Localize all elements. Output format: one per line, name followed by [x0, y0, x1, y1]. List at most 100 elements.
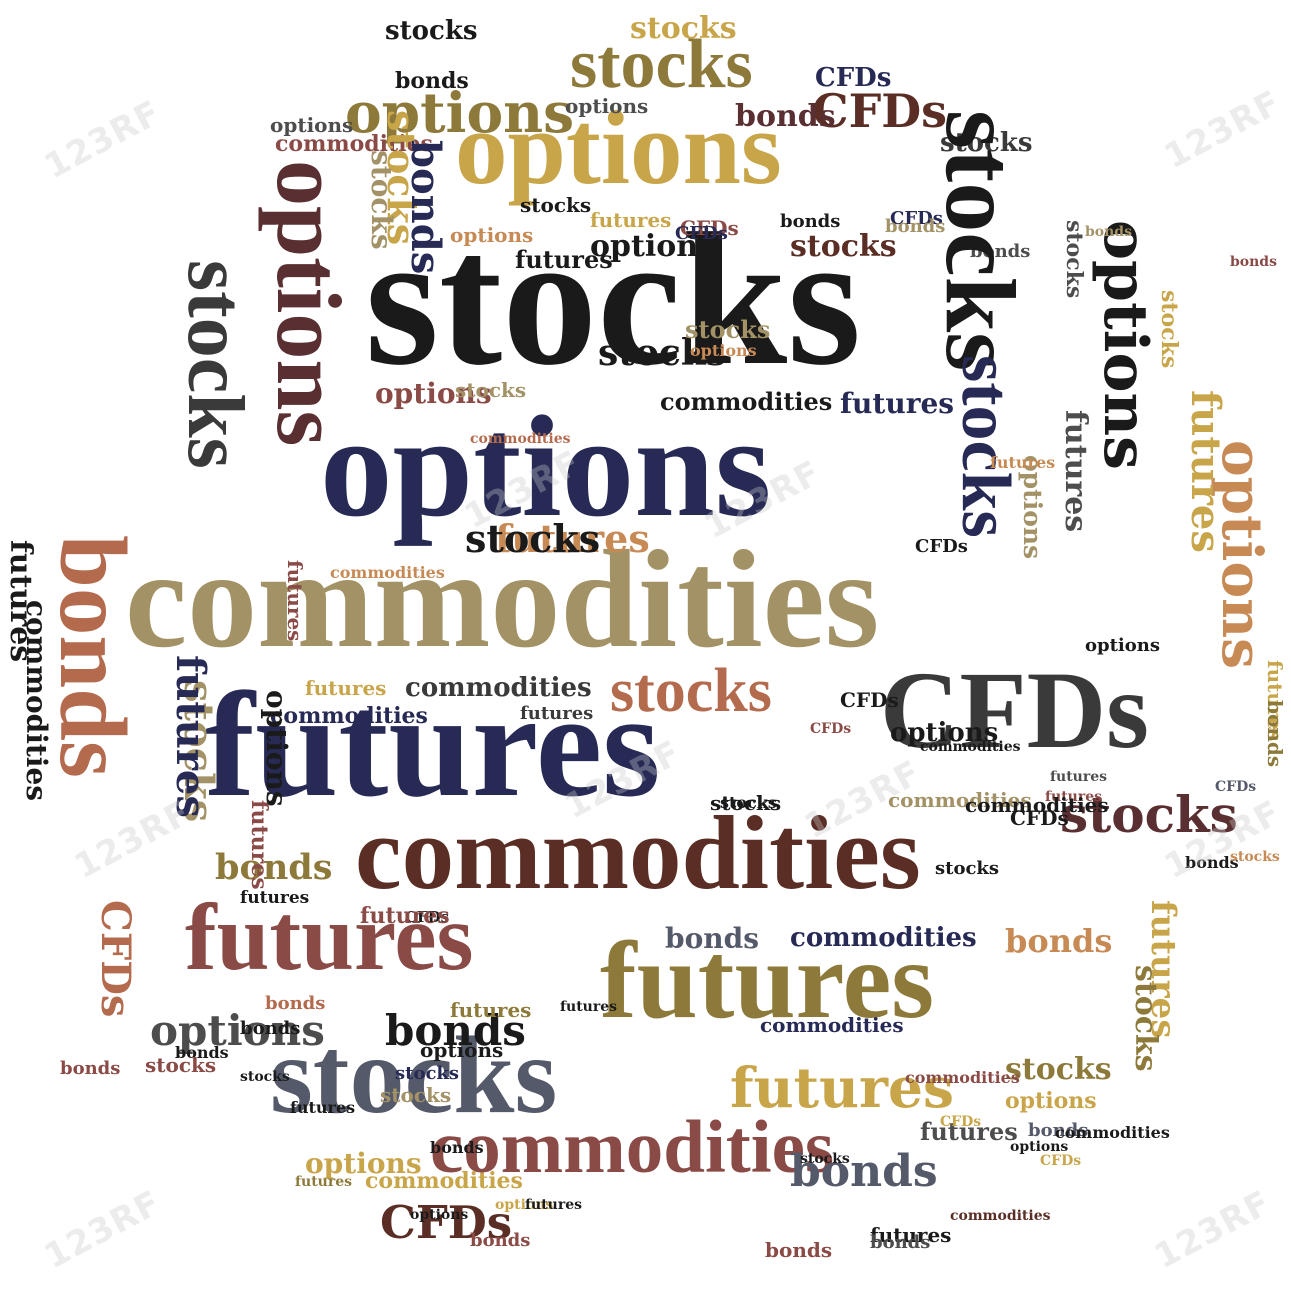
watermark-logo: 123RF — [1147, 1182, 1278, 1278]
cloud-word: bonds — [1028, 1120, 1089, 1141]
cloud-word: futures — [600, 919, 935, 1041]
cloud-word: options — [375, 377, 492, 410]
cloud-word: commodities — [1055, 1123, 1170, 1142]
cloud-word: CFDs — [380, 1196, 513, 1249]
watermark-logo: 123RF — [1157, 82, 1288, 178]
cloud-word: stocks — [171, 260, 259, 469]
cloud-word: stocks — [240, 1069, 290, 1085]
cloud-word: CFDs — [810, 721, 852, 737]
cloud-word: bonds — [60, 1058, 121, 1079]
cloud-word: futures — [1045, 789, 1103, 805]
cloud-word: futures — [520, 703, 594, 724]
cloud-word: commodities — [365, 1168, 523, 1194]
cloud-word: bonds — [765, 1238, 833, 1262]
cloud-word: bonds — [970, 241, 1031, 262]
cloud-word: options — [270, 113, 354, 137]
cloud-word: options — [455, 89, 782, 206]
cloud-word: stocks — [685, 315, 771, 344]
cloud-word: commodities — [965, 793, 1109, 817]
cloud-word: options — [565, 94, 649, 118]
cloud-word: stocks — [598, 332, 727, 374]
cloud-word: stocks — [947, 355, 1024, 538]
cloud-word: CFDs — [812, 84, 948, 138]
cloud-word: CFDs — [840, 688, 899, 712]
cloud-word: stocks — [1230, 849, 1280, 865]
cloud-word: futures — [920, 1117, 1018, 1146]
cloud-word: CFDs — [890, 208, 943, 229]
cloud-word: options — [320, 387, 772, 547]
cloud-word: stocks — [1005, 1052, 1112, 1087]
cloud-word: futures — [240, 888, 310, 908]
cloud-word: CFDs — [1010, 806, 1069, 830]
cloud-word: futures — [870, 1223, 952, 1247]
cloud-word: commodities — [405, 673, 592, 703]
watermark-logo: 123RF — [67, 792, 198, 888]
cloud-word: futures — [290, 1098, 356, 1117]
cloud-word: stocks — [380, 1083, 452, 1107]
cloud-word: commodities — [470, 431, 571, 447]
cloud-word: commodities — [330, 563, 445, 582]
cloud-word: futures — [525, 1197, 583, 1213]
cloud-word: bonds — [665, 922, 759, 955]
cloud-word: bonds — [470, 1230, 531, 1251]
cloud-word: options — [590, 229, 715, 264]
cloud-word: stocks — [790, 229, 897, 264]
cloud-word: futures — [515, 245, 613, 274]
cloud-word: commodities — [275, 131, 433, 157]
cloud-word: stocks — [145, 1053, 217, 1077]
watermark-logo: 123RF — [37, 92, 168, 188]
cloud-word: stocks — [385, 16, 478, 46]
cloud-word: futures — [495, 516, 650, 561]
cloud-word: bonds — [870, 1232, 931, 1253]
cloud-word: stocks — [570, 26, 753, 103]
cloud-word: bonds — [1263, 700, 1287, 768]
cloud-word: options — [420, 1038, 504, 1062]
cloud-word: futures — [205, 662, 661, 828]
cloud-word: stocks — [365, 150, 398, 250]
cloud-word: stocks — [1156, 290, 1182, 369]
cloud-word: options — [1085, 635, 1160, 656]
cloud-word: bonds — [790, 1146, 938, 1197]
watermark-logo: 123RF — [37, 1182, 168, 1278]
cloud-word: options — [450, 223, 534, 247]
cloud-word: stocks — [610, 657, 772, 725]
cloud-word: stocks — [935, 858, 1000, 879]
cloud-word: options — [260, 690, 293, 807]
cloud-word: options — [890, 718, 999, 748]
cloud-word: futures — [246, 800, 272, 890]
cloud-word: commodities — [270, 703, 428, 729]
cloud-word: bonds — [402, 140, 449, 275]
cloud-word: bonds — [40, 535, 146, 778]
cloud-word: bonds — [215, 847, 333, 888]
cloud-word: options — [1090, 220, 1160, 470]
cloud-word: futures — [295, 1174, 353, 1190]
cloud-word: options — [690, 341, 757, 360]
cloud-word: futures — [1058, 410, 1093, 533]
cloud-word: commodities — [125, 522, 880, 677]
cloud-word: bonds — [780, 211, 841, 232]
cloud-word: stocks — [365, 195, 862, 405]
cloud-word: CFDs — [675, 223, 728, 244]
cloud-word: CFDs — [915, 536, 968, 557]
cloud-word: CFDs — [1215, 779, 1257, 795]
cloud-word: stocks — [520, 193, 592, 217]
cloud-word: futures — [1182, 390, 1229, 553]
cloud-word: CFDs — [880, 649, 1149, 771]
cloud-word: CFDs — [92, 900, 139, 1018]
cloud-word: futures — [450, 998, 532, 1022]
cloud-word: stocks — [925, 110, 1036, 372]
cloud-word: futures — [305, 676, 387, 700]
cloud-word: bonds — [240, 1018, 301, 1039]
cloud-word: bonds — [1085, 224, 1132, 240]
cloud-word: futures — [730, 1055, 954, 1120]
cloud-word: bonds — [1185, 853, 1239, 872]
cloud-word: options — [305, 1147, 422, 1180]
cloud-word: bonds — [430, 1138, 484, 1157]
cloud-word: futures — [360, 903, 450, 929]
cloud-word: options — [258, 160, 360, 447]
cloud-word: futures — [990, 453, 1056, 472]
cloud-word: stocks — [1128, 965, 1163, 1072]
cloud-word: bonds — [385, 1006, 526, 1055]
cloud-word: bonds — [885, 216, 946, 237]
